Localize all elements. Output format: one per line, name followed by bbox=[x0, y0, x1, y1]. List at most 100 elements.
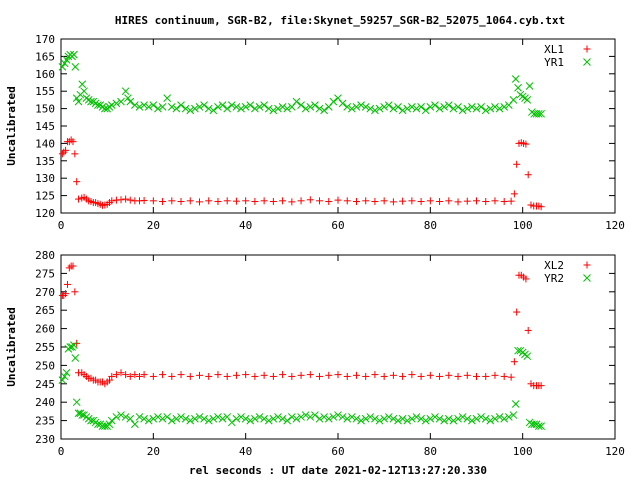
data-point bbox=[297, 101, 305, 109]
data-point bbox=[58, 150, 66, 158]
data-point bbox=[232, 103, 241, 111]
data-point bbox=[278, 414, 287, 423]
data-point bbox=[223, 197, 231, 205]
data-point bbox=[69, 262, 77, 270]
data-point bbox=[316, 197, 324, 205]
data-point bbox=[384, 101, 393, 109]
y-tick-label: 170 bbox=[35, 33, 55, 46]
data-point bbox=[389, 104, 398, 113]
data-point bbox=[357, 101, 365, 109]
data-point bbox=[264, 104, 273, 113]
data-point bbox=[513, 160, 521, 168]
data-point bbox=[380, 197, 388, 205]
data-point bbox=[320, 413, 329, 421]
data-point bbox=[481, 414, 490, 423]
data-point bbox=[195, 413, 204, 421]
data-point bbox=[154, 104, 162, 113]
data-point bbox=[325, 371, 333, 379]
data-point bbox=[530, 420, 539, 429]
data-point bbox=[60, 372, 69, 381]
y-tick-label: 140 bbox=[35, 137, 55, 150]
legend-marker bbox=[583, 58, 591, 66]
data-point bbox=[500, 198, 508, 206]
data-point bbox=[320, 106, 329, 115]
data-point bbox=[126, 196, 134, 204]
data-point bbox=[435, 104, 444, 113]
data-point bbox=[283, 104, 292, 113]
legend-sample bbox=[583, 45, 591, 53]
data-point bbox=[371, 371, 379, 379]
data-point bbox=[454, 414, 462, 423]
data-point bbox=[468, 103, 476, 111]
data-point bbox=[274, 104, 282, 113]
data-point bbox=[122, 195, 130, 203]
data-point bbox=[69, 138, 77, 146]
x-tick-label: 0 bbox=[58, 219, 65, 232]
data-point bbox=[105, 376, 113, 384]
data-point bbox=[491, 103, 499, 111]
data-point bbox=[371, 414, 379, 423]
data-point bbox=[440, 416, 449, 425]
data-point bbox=[408, 414, 416, 423]
x-tick-label: 60 bbox=[331, 219, 344, 232]
x-tick-label: 40 bbox=[239, 445, 252, 458]
data-point bbox=[131, 101, 139, 109]
data-point bbox=[306, 371, 314, 379]
data-point bbox=[537, 422, 545, 430]
y-tick-label: 240 bbox=[35, 396, 55, 409]
x-tick-label: 120 bbox=[605, 219, 625, 232]
data-point bbox=[287, 413, 296, 421]
data-point bbox=[315, 104, 324, 113]
y-tick-label: 280 bbox=[35, 249, 55, 262]
data-point bbox=[149, 101, 158, 109]
data-point bbox=[242, 371, 250, 379]
data-point bbox=[227, 418, 236, 427]
data-point bbox=[149, 372, 157, 380]
data-point bbox=[375, 416, 384, 425]
data-point bbox=[255, 413, 264, 421]
data-point bbox=[454, 372, 462, 380]
data-point bbox=[338, 413, 347, 421]
data-point bbox=[417, 198, 425, 206]
data-point bbox=[463, 414, 472, 423]
data-point bbox=[242, 197, 250, 205]
data-point bbox=[398, 414, 407, 423]
data-point bbox=[214, 371, 222, 379]
data-point bbox=[269, 372, 277, 380]
data-point bbox=[71, 354, 80, 362]
data-point bbox=[260, 197, 268, 205]
data-point bbox=[74, 97, 83, 106]
data-point bbox=[352, 371, 360, 379]
data-point bbox=[357, 416, 365, 425]
data-point bbox=[491, 414, 499, 423]
panel-bottom: 230 235 240 245 250 255 260 265 270 275 280 0 20 40 60… bbox=[5, 249, 625, 458]
data-point bbox=[509, 411, 518, 419]
y-axis-label: Uncalibrated bbox=[5, 307, 18, 386]
data-point bbox=[500, 103, 509, 111]
data-point bbox=[117, 196, 125, 204]
data-point bbox=[260, 371, 268, 379]
data-point bbox=[524, 326, 532, 334]
data-point bbox=[473, 197, 480, 205]
data-point bbox=[168, 372, 176, 380]
data-point bbox=[101, 104, 109, 113]
plot-frame bbox=[60, 38, 616, 214]
data-point bbox=[177, 371, 185, 379]
data-point bbox=[301, 411, 310, 419]
data-point bbox=[491, 371, 499, 379]
data-point bbox=[214, 103, 222, 111]
data-point bbox=[251, 414, 259, 423]
data-point bbox=[205, 197, 213, 205]
data-point bbox=[523, 96, 532, 104]
data-point bbox=[389, 371, 397, 379]
data-point bbox=[167, 103, 176, 111]
data-point bbox=[107, 101, 116, 109]
x-tick-label: 120 bbox=[605, 445, 625, 458]
y-tick-label: 255 bbox=[35, 341, 55, 354]
data-point bbox=[232, 414, 241, 423]
data-point bbox=[426, 197, 434, 205]
data-point bbox=[366, 413, 375, 421]
data-point bbox=[87, 97, 95, 106]
data-point bbox=[135, 413, 144, 421]
data-point bbox=[361, 103, 370, 111]
